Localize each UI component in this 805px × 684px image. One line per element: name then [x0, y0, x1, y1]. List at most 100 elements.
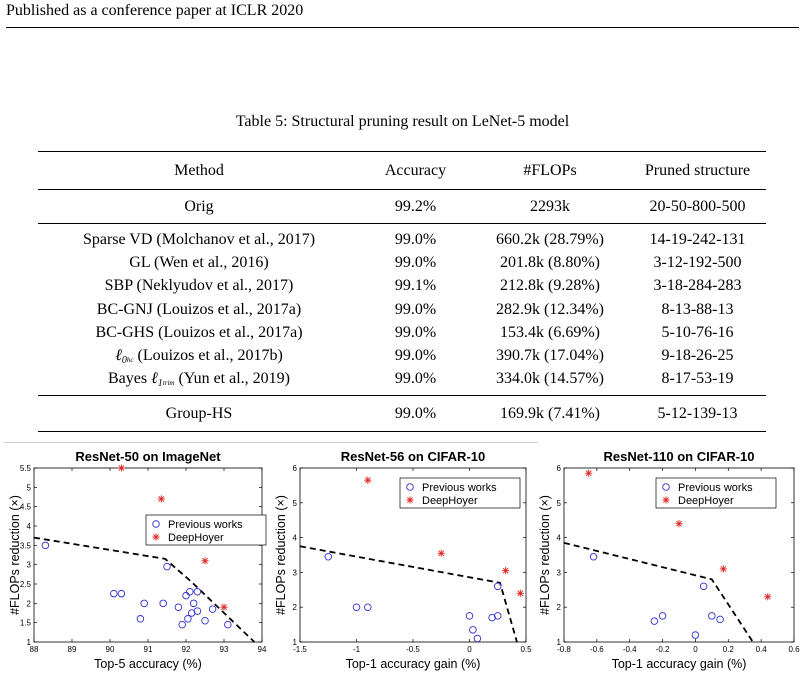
previous-works-point	[178, 620, 186, 629]
x-tick-label: 0.4	[756, 645, 768, 654]
structure-cell: 9-18-26-25	[661, 347, 734, 365]
x-axis-label: Top-5 accuracy (%)	[94, 657, 202, 671]
y-tick-label: 3.5	[20, 541, 32, 550]
previous-works-point	[140, 599, 148, 608]
x-tick-label: -0.4	[623, 645, 637, 654]
legend-marker-deephoyer	[152, 533, 160, 541]
chart-resnet110: ResNet-110 on CIFAR-10 -0.8 -0.6 -0.4 -0.2 0 0…	[538, 449, 800, 671]
x-tick-label: 88	[30, 645, 39, 654]
previous-works-point	[352, 603, 361, 611]
table-row: BC-GNJ (Louizos et al., 2017a) 99.0% 282…	[38, 298, 766, 321]
deephoyer-point	[220, 603, 228, 611]
flops-cell: 390.7k (17.04%)	[496, 347, 604, 365]
table-row-ours: Group-HS 99.0% 169.9k (7.41%) 5-12-139-1…	[38, 395, 766, 433]
y-tick-label: 2	[293, 603, 298, 612]
y-axis-label: #FLOPs reduction (×)	[274, 495, 288, 615]
previous-works-point	[488, 613, 496, 622]
legend-marker-previous	[152, 520, 160, 528]
structure-cell: 5-10-76-16	[661, 323, 734, 341]
x-tick-label: 93	[220, 645, 229, 654]
y-tick-label: 2.5	[20, 580, 32, 589]
previous-works-point	[699, 582, 708, 591]
table-row: Sparse VD (Molchanov et al., 2017) 99.0%…	[38, 224, 766, 252]
previous-works-point	[193, 607, 202, 615]
y-tick-label: 1.5	[20, 619, 32, 628]
x-tick-label: 91	[144, 645, 153, 654]
method-cell: Bayes ℓ1trim (Yun et al., 2019)	[38, 367, 360, 397]
x-axis-label: Top-1 accuracy gain (%)	[612, 657, 747, 671]
accuracy-cell: 99.0%	[394, 347, 437, 365]
y-tick-label: 4	[293, 534, 298, 543]
deephoyer-point	[502, 567, 510, 575]
results-table: Method Accuracy #FLOPs Pruned structure …	[38, 151, 766, 433]
flops-cell: 334.0k (14.57%)	[471, 367, 629, 397]
table-row: GL (Wen et al., 2016) 99.0% 201.8k (8.80…	[38, 251, 766, 274]
legend-marker-previous	[406, 483, 414, 491]
flops-cell: 282.9k (12.34%)	[496, 300, 604, 318]
deephoyer-point	[585, 469, 593, 477]
previous-works-point	[184, 615, 192, 623]
x-axis-label: Top-1 accuracy gain (%)	[346, 657, 481, 671]
y-tick-label: 4	[27, 522, 32, 531]
deephoyer-point	[157, 495, 165, 503]
legend-label-deephoyer: DeepHoyer	[168, 532, 224, 544]
chart-resnet50: ResNet-50 on ImageNet 88 89 90 91 92 93 94 1 1.5 2…	[8, 449, 267, 671]
deephoyer-point	[675, 520, 683, 528]
previous-works-point	[136, 615, 145, 623]
ell-symbol: ℓ	[115, 346, 122, 364]
method-citation: (Louizos et al., 2017b)	[137, 346, 283, 364]
x-tick-label: 0.2	[723, 645, 735, 654]
chart-title: ResNet-110 on CIFAR-10	[604, 449, 755, 464]
y-tick-label: 1	[293, 638, 298, 647]
ell-subscript: 0	[121, 354, 127, 366]
deephoyer-point	[437, 549, 445, 557]
accuracy-cell: 99.0%	[360, 367, 471, 397]
method-citation: (Yun et al., 2019)	[178, 369, 290, 387]
y-tick-label: 3	[293, 568, 298, 577]
y-tick-label: 1	[557, 638, 562, 647]
pareto-frontier-line	[299, 545, 518, 643]
legend-label-deephoyer: DeepHoyer	[678, 495, 734, 507]
previous-works-point	[589, 552, 598, 561]
previous-works-point	[324, 552, 333, 561]
previous-works-point	[201, 616, 209, 625]
y-tick-label: 3	[27, 561, 32, 570]
y-tick-label: 5	[557, 499, 562, 508]
legend-marker-previous	[662, 483, 670, 491]
method-cell: ℓ0hc (Louizos et al., 2017b)	[38, 344, 360, 367]
y-tick-label: 3	[557, 568, 562, 577]
chart-title: ResNet-50 on ImageNet	[75, 449, 221, 464]
deephoyer-point	[764, 593, 772, 601]
method-cell: GL (Wen et al., 2016)	[129, 253, 269, 271]
structure-cell: 3-18-284-283	[653, 277, 742, 295]
previous-works-point	[224, 620, 232, 629]
legend-label-previous: Previous works	[678, 482, 753, 494]
previous-works-point	[650, 617, 659, 625]
pareto-frontier-line	[563, 541, 754, 643]
previous-works-point	[658, 612, 667, 620]
table-row: SBP (Neklyudov et al., 2017) 99.1% 212.8…	[38, 275, 766, 298]
table-row: BC-GHS (Louizos et al., 2017a) 99.0% 153…	[38, 321, 766, 344]
previous-works-point	[186, 587, 194, 596]
previous-works-point	[716, 615, 724, 624]
previous-works-point	[493, 612, 502, 620]
flops-cell: 2293k	[471, 189, 629, 224]
previous-works-point	[159, 599, 167, 608]
y-tick-label: 4.5	[20, 503, 32, 512]
accuracy-cell: 99.2%	[360, 189, 471, 224]
method-cell: Group-HS	[38, 395, 360, 433]
previous-works-point	[117, 589, 126, 598]
previous-works-point	[691, 631, 700, 639]
x-tick-label: 92	[182, 645, 191, 654]
x-tick-label: 0.6	[788, 645, 800, 654]
plot-frame	[563, 467, 795, 643]
x-tick-label: 89	[68, 645, 77, 654]
accuracy-cell: 99.0%	[394, 323, 437, 341]
ell-symbol: ℓ	[151, 369, 158, 387]
x-tick-label: 0	[693, 645, 698, 654]
previous-works-point	[364, 603, 372, 611]
header-rule	[6, 27, 799, 28]
flops-cell: 201.8k (8.80%)	[500, 253, 600, 271]
previous-works-point	[110, 589, 118, 598]
x-tick-label: 0	[467, 645, 472, 654]
